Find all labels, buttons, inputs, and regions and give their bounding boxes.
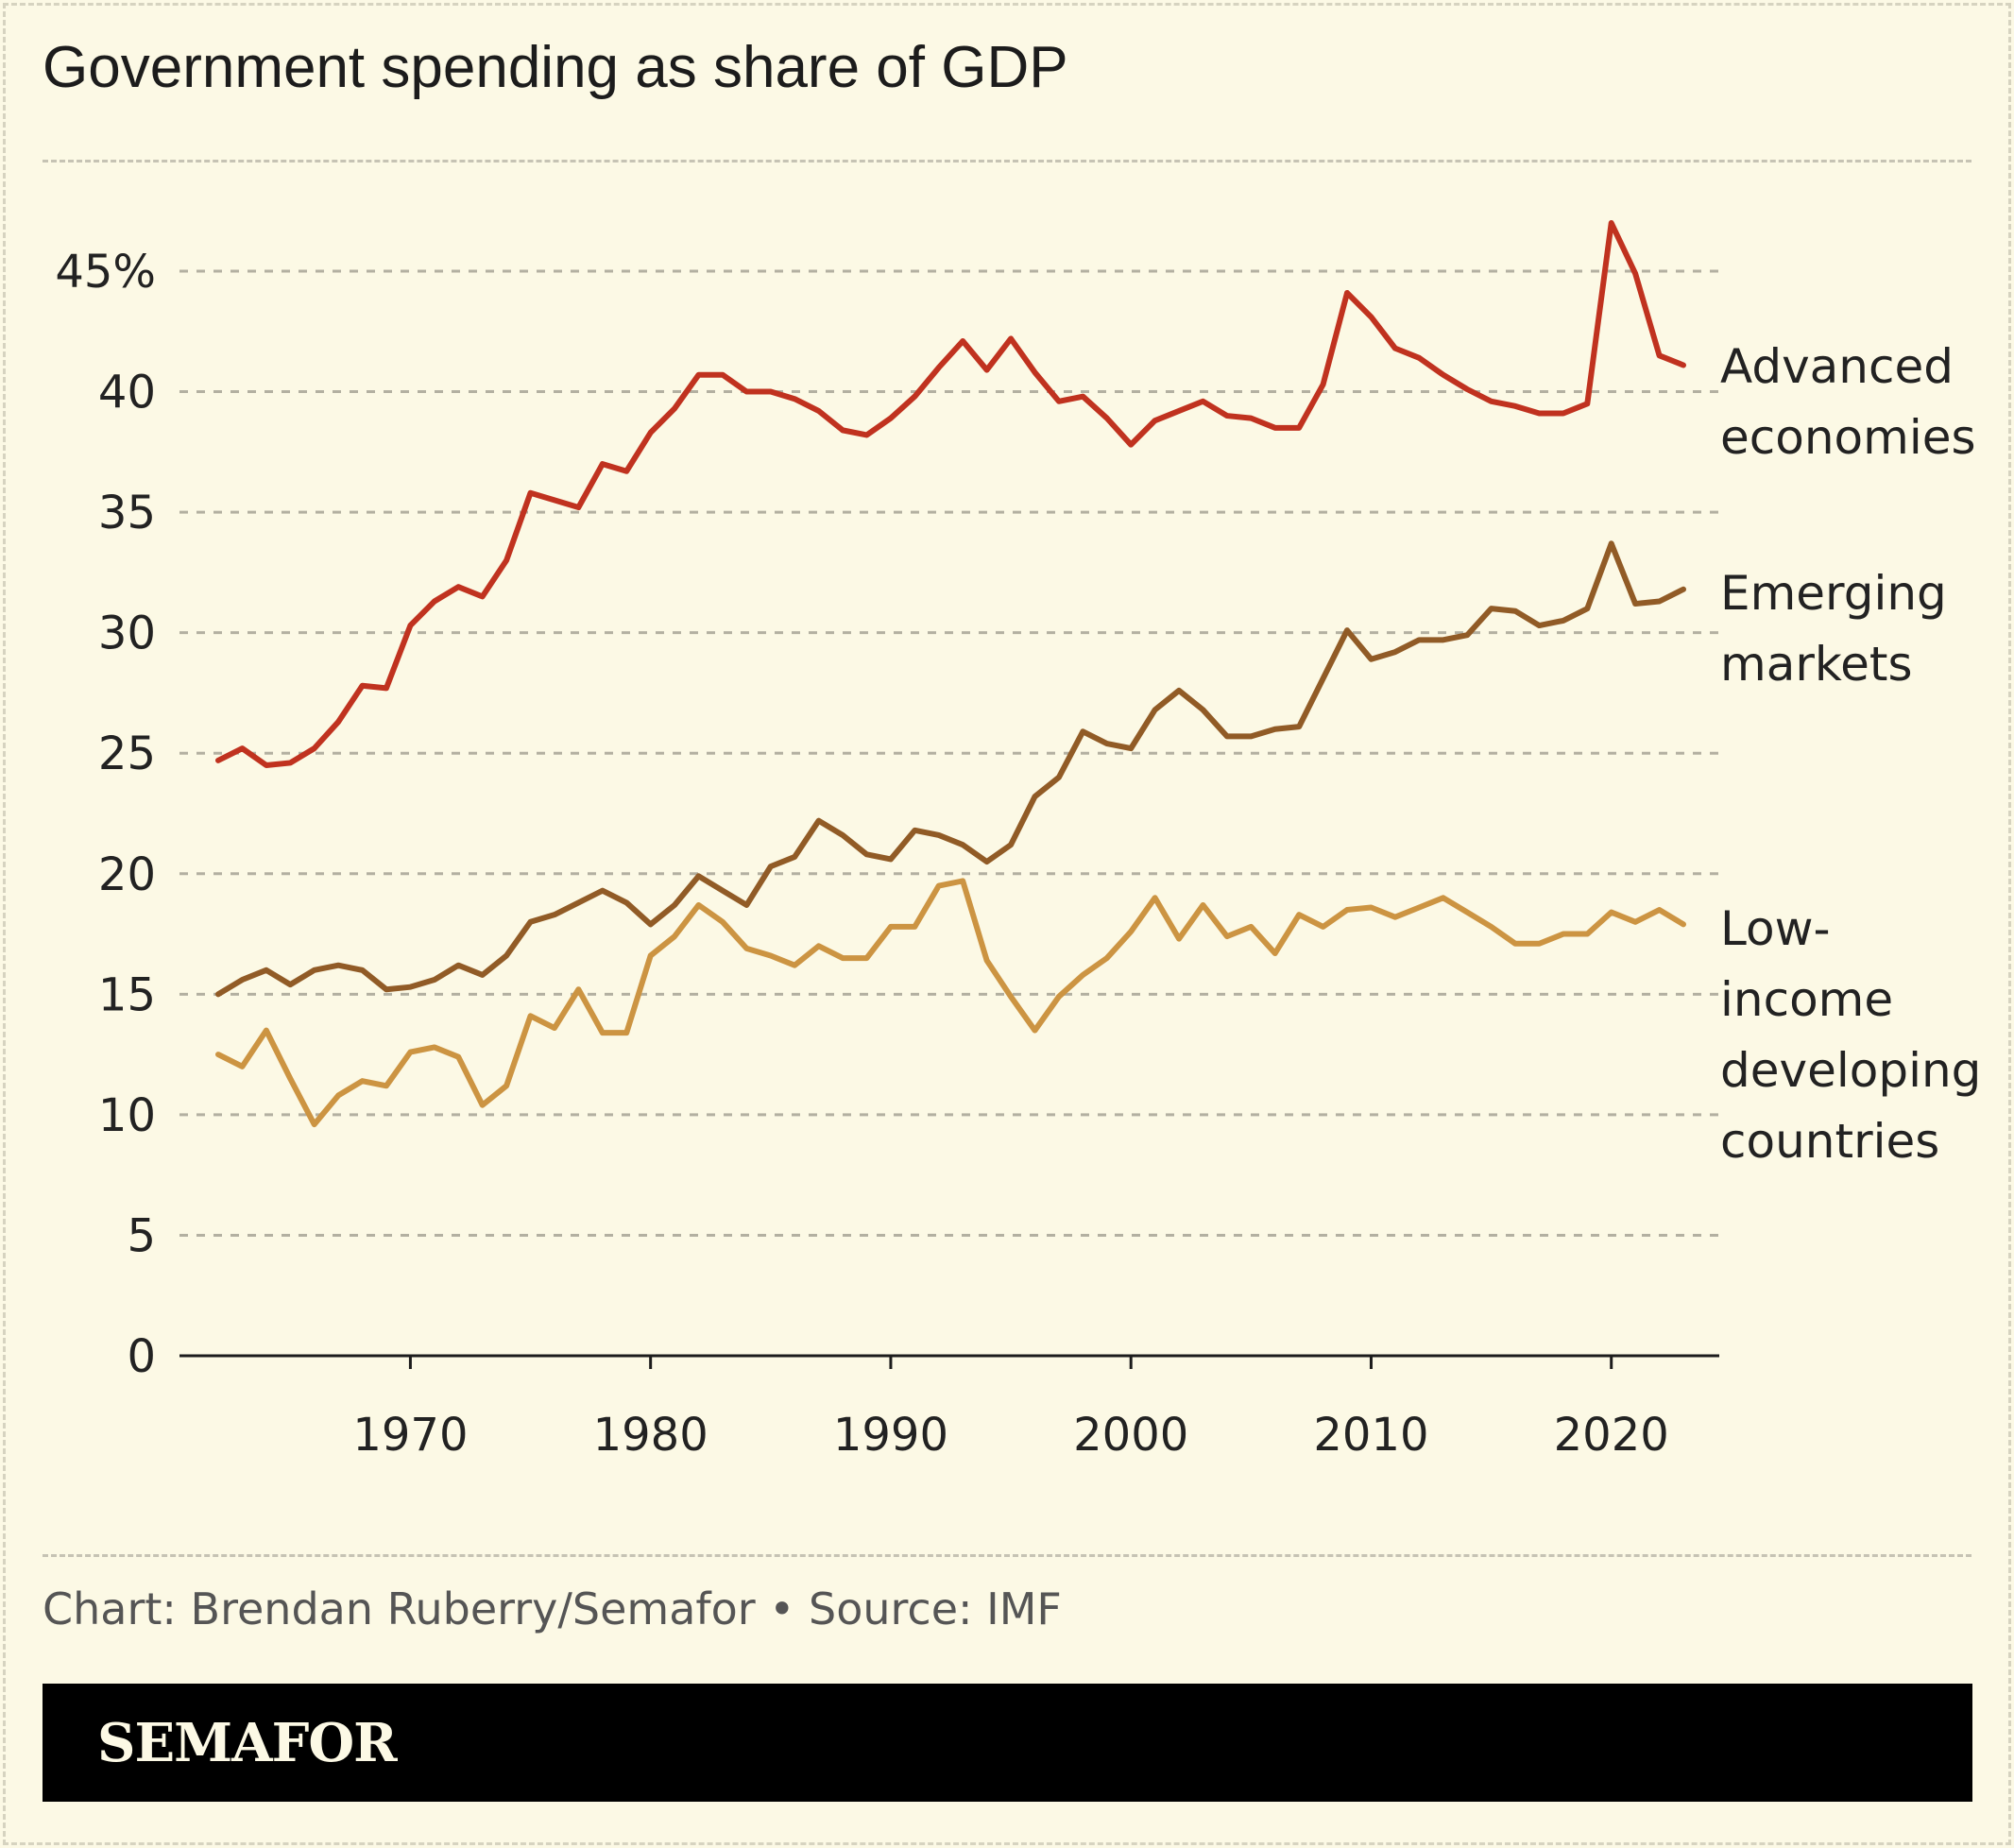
y-tick-label: 15 <box>98 968 156 1021</box>
source-credit: Chart: Brendan Ruberry/Semafor • Source:… <box>43 1583 1062 1634</box>
series-label: income <box>1720 972 1893 1027</box>
y-tick-label: 10 <box>98 1089 156 1142</box>
series-label: Emerging <box>1720 566 1947 621</box>
x-tick-label: 1990 <box>833 1409 948 1462</box>
bottom-divider <box>43 1554 1971 1557</box>
series-label: economies <box>1720 410 1976 465</box>
x-tick-label: 2020 <box>1554 1409 1669 1462</box>
series-label: Advanced <box>1720 339 1954 394</box>
series-label: markets <box>1720 637 1913 692</box>
y-tick-label: 0 <box>127 1330 156 1383</box>
x-tick-label: 1970 <box>352 1409 468 1462</box>
top-divider <box>43 160 1971 163</box>
series-label: developing <box>1720 1043 1981 1098</box>
series-line-low-income-developing-countries <box>215 878 1686 1128</box>
x-tick-label: 1980 <box>593 1409 708 1462</box>
series-line-emerging-markets <box>215 540 1686 998</box>
y-tick-label: 30 <box>98 607 156 660</box>
series-label: countries <box>1720 1114 1939 1169</box>
chart-frame <box>3 3 2011 1845</box>
y-tick-label: 20 <box>98 848 156 901</box>
series-line-advanced-economies <box>215 219 1686 768</box>
chart-title: Government spending as share of GDP <box>43 35 1068 100</box>
x-tick-label: 2010 <box>1313 1409 1428 1462</box>
series-label: Low- <box>1720 901 1831 956</box>
x-tick-label: 2000 <box>1073 1409 1188 1462</box>
y-tick-label: 45% <box>55 246 156 299</box>
footer-bar: SEMAFOR <box>43 1684 1972 1802</box>
semafor-logo: SEMAFOR <box>97 1712 398 1774</box>
y-tick-label: 40 <box>98 367 156 419</box>
y-tick-label: 5 <box>127 1209 156 1262</box>
y-tick-label: 25 <box>98 727 156 780</box>
y-tick-label: 35 <box>98 487 156 539</box>
